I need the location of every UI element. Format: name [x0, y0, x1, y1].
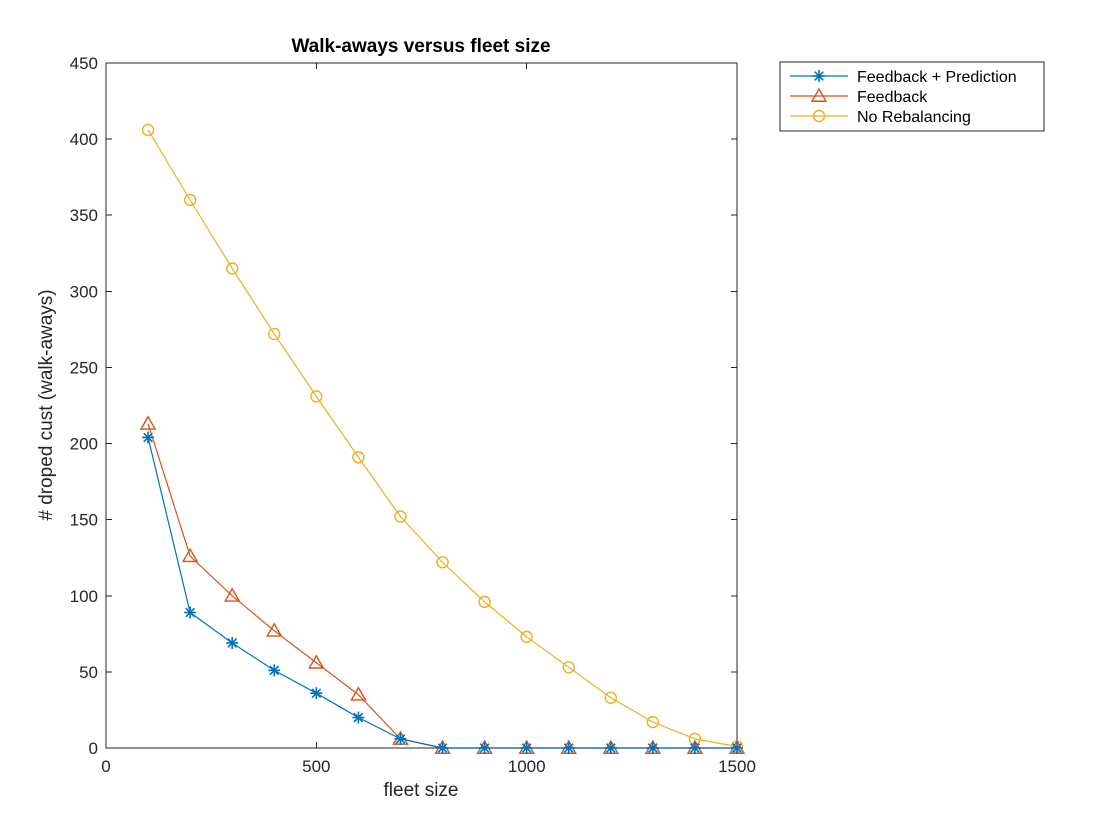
- y-axis-title: # droped cust (walk-aways): [36, 289, 57, 520]
- data-point-asterisk: [142, 431, 155, 444]
- series-line: [147, 423, 737, 749]
- data-point-triangle: [181, 547, 199, 563]
- x-tick-label: 0: [101, 757, 110, 776]
- y-tick-label: 200: [70, 435, 98, 454]
- data-point-circle: [141, 123, 155, 137]
- legend-item: Feedback + Prediction: [790, 69, 1017, 86]
- data-point-triangle: [308, 654, 325, 669]
- series-line: [147, 437, 737, 749]
- data-point-triangle: [139, 415, 157, 430]
- data-point-triangle: [223, 587, 241, 602]
- y-tick-label: 350: [70, 206, 98, 225]
- y-tick-label: 150: [70, 511, 98, 530]
- y-tick-label: 400: [70, 130, 98, 149]
- data-point-circle: [812, 109, 826, 123]
- data-point-circle: [352, 451, 365, 464]
- data-point-asterisk: [478, 742, 491, 754]
- data-point-circle: [646, 715, 660, 729]
- x-tick-label: 1500: [718, 757, 756, 776]
- axes: [105, 62, 738, 749]
- data-point-circle: [268, 327, 281, 341]
- data-point-asterisk: [436, 742, 449, 754]
- legend: Feedback + Prediction Feedback No Rebalanc…: [779, 61, 1045, 132]
- plot-area-border: [105, 62, 738, 749]
- x-axis-title: fleet size: [384, 780, 459, 801]
- legend-item: No Rebalancing: [790, 109, 971, 126]
- series-line: [147, 129, 738, 748]
- data-point-circle: [225, 262, 239, 275]
- data-point-circle: [478, 595, 491, 609]
- legend-item: Feedback: [790, 87, 928, 106]
- data-point-circle: [604, 691, 617, 704]
- y-tick-label: 50: [79, 663, 98, 682]
- chart-title: Walk-aways versus fleet size: [291, 36, 550, 57]
- x-tick-label: 1000: [508, 757, 546, 776]
- data-point-triangle: [266, 622, 283, 637]
- data-point-asterisk: [310, 687, 323, 700]
- legend-label: No Rebalancing: [857, 109, 971, 126]
- y-tick-label: 250: [70, 358, 98, 377]
- data-point-circle: [310, 390, 323, 403]
- y-tick-label: 0: [89, 739, 98, 758]
- data-point-circle: [436, 556, 449, 569]
- data-point-asterisk: [184, 606, 197, 619]
- data-point-asterisk: [394, 732, 407, 745]
- legend-label: Feedback + Prediction: [857, 69, 1017, 86]
- series-triangle: [139, 415, 746, 754]
- data-point-asterisk: [688, 742, 701, 754]
- data-point-circle: [183, 193, 197, 207]
- data-point-circle: [520, 630, 533, 644]
- axis-ticks: 0 500 1000 1500 0 50 100 150 200 250 300 350 400 450: [70, 54, 756, 776]
- data-point-asterisk: [731, 742, 743, 754]
- y-tick-label: 450: [70, 54, 98, 73]
- y-tick-label: 300: [70, 282, 98, 301]
- data-point-asterisk: [352, 711, 365, 724]
- data-point-asterisk: [562, 742, 575, 754]
- data-point-triangle: [810, 87, 828, 102]
- data-series: [139, 123, 746, 754]
- data-point-triangle: [350, 686, 367, 701]
- series-asterisk: [142, 431, 743, 754]
- data-point-asterisk: [520, 742, 533, 754]
- data-point-asterisk: [813, 70, 825, 82]
- series-circle: [141, 123, 744, 753]
- data-point-asterisk: [646, 742, 659, 754]
- data-point-asterisk: [226, 636, 239, 649]
- legend-label: Feedback: [857, 89, 928, 106]
- data-point-circle: [394, 510, 407, 523]
- data-point-circle: [562, 661, 575, 674]
- data-point-asterisk: [268, 664, 281, 677]
- x-tick-label: 500: [302, 757, 330, 776]
- y-tick-label: 100: [70, 587, 98, 606]
- data-point-asterisk: [604, 742, 617, 754]
